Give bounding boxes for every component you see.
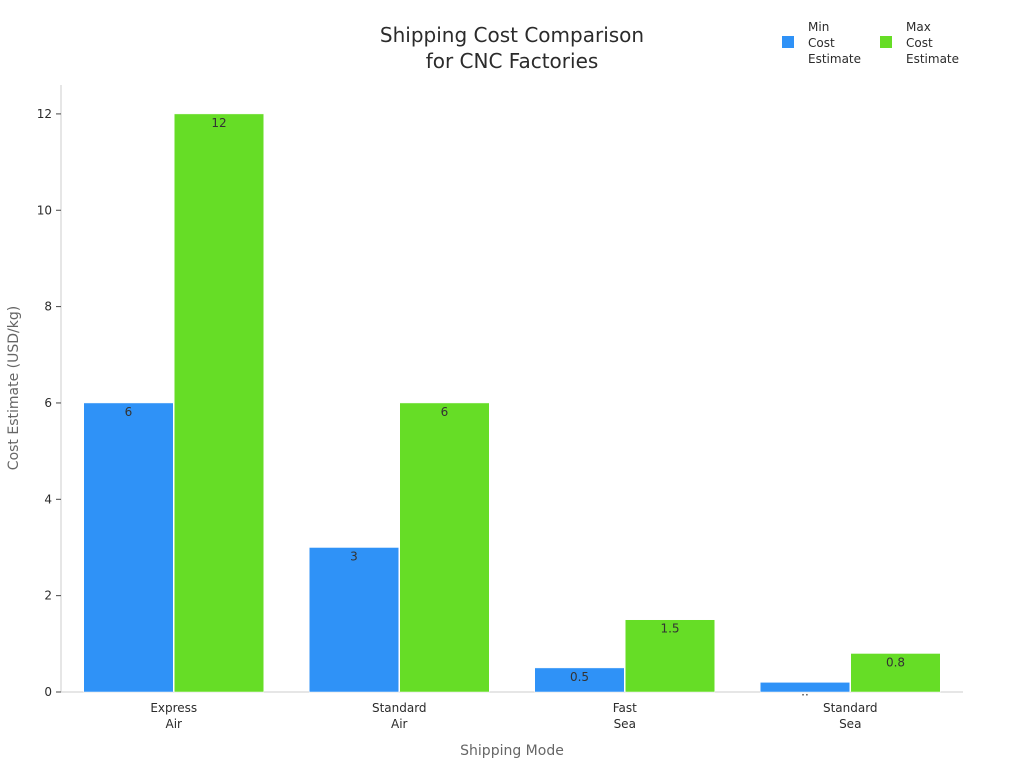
y-axis-title: Cost Estimate (USD/kg): [6, 306, 22, 470]
chart-title-line: for CNC Factories: [426, 49, 599, 73]
legend-label-line: Min: [808, 20, 829, 34]
chart-title-line: Shipping Cost Comparison: [380, 23, 644, 47]
bar-max: [850, 653, 941, 693]
bar-max: [399, 402, 490, 693]
x-tick-label-line: Express: [150, 701, 197, 715]
x-tick-label-line: Standard: [823, 701, 878, 715]
y-tick-label: 10: [37, 203, 52, 217]
x-tick-label-line: Standard: [372, 701, 427, 715]
x-tick-label-line: Fast: [613, 701, 637, 715]
legend-swatch: [782, 36, 794, 48]
bar-data-label: 6: [441, 405, 449, 419]
x-tick-label: Express Air: [150, 701, 197, 731]
x-tick-label: Standard Sea: [823, 701, 878, 731]
bar-data-label: ..: [801, 684, 809, 698]
legend-label: Min Cost Estimate: [808, 20, 861, 66]
bar-data-label: 0.5: [570, 670, 589, 684]
y-tick-label: 12: [37, 107, 52, 121]
y-tick-label: 2: [44, 589, 52, 603]
legend-label-line: Max: [906, 20, 931, 34]
x-tick-label-line: Air: [166, 717, 183, 731]
x-tick-label: Fast Sea: [613, 701, 637, 731]
legend-label: Max Cost Estimate: [906, 20, 959, 66]
bar-min: [83, 402, 174, 693]
y-tick-label: 8: [44, 300, 52, 314]
bar-max: [625, 619, 715, 693]
x-tick-label-line: Air: [391, 717, 408, 731]
chart-title: Shipping Cost Comparison for CNC Factorie…: [380, 23, 644, 73]
legend-label-line: Estimate: [906, 52, 959, 66]
x-tick-label: Standard Air: [372, 701, 427, 731]
x-axis-title: Shipping Mode: [460, 743, 564, 759]
x-tick-label-line: Sea: [614, 717, 636, 731]
bar-max: [174, 113, 264, 693]
y-tick-label: 0: [44, 685, 52, 699]
legend-label-line: Cost: [906, 36, 933, 50]
bar-data-label: 12: [211, 116, 226, 130]
y-tick-label: 4: [44, 492, 52, 506]
x-tick-label-line: Sea: [839, 717, 861, 731]
bar-data-label: 3: [350, 549, 358, 563]
y-tick-label: 6: [44, 396, 52, 410]
bar-min: [309, 547, 399, 693]
bar-data-label: 0.8: [886, 655, 905, 669]
bar-data-label: 1.5: [660, 622, 679, 636]
legend-label-line: Cost: [808, 36, 835, 50]
bar-data-label: 6: [125, 405, 133, 419]
bar-min: [534, 667, 625, 693]
bar-min: [760, 682, 850, 693]
legend-swatch: [880, 36, 892, 48]
legend-label-line: Estimate: [808, 52, 861, 66]
